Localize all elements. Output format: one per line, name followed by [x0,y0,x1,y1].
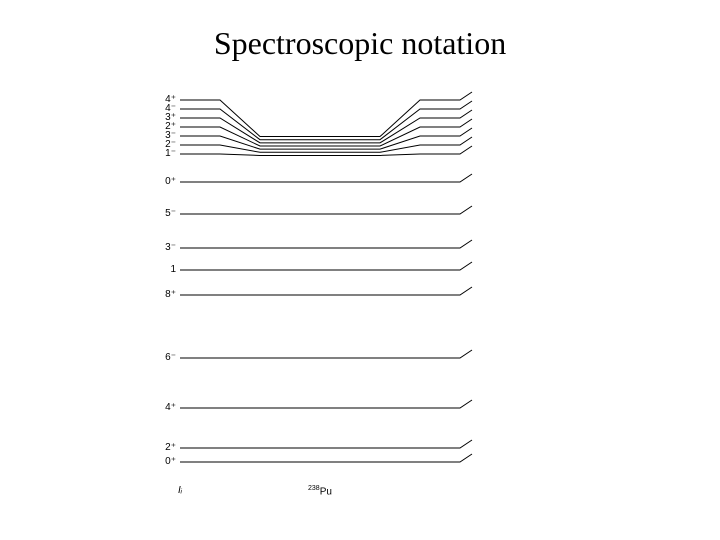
level-label: 6⁻ [154,352,176,363]
level-label: 8⁺ [154,289,176,300]
level-label: 5⁻ [154,208,176,219]
level-label: 1⁻ [154,148,176,159]
level-label: 1 [154,264,176,275]
level-label: 4⁺ [154,402,176,413]
page-title: Spectroscopic notation [0,25,720,62]
axis-label: Iᵢ [178,485,182,496]
level-label: 0⁺ [154,456,176,467]
level-label: 2⁺ [154,442,176,453]
nuclide-label: 238Pu [308,485,332,497]
level-label: 3⁻ [154,242,176,253]
level-svg [140,90,560,510]
level-label: 0⁺ [154,176,176,187]
level-diagram: 0⁺5⁻3⁻18⁺6⁻4⁺2⁺0⁺4⁺4⁻3⁺2⁺3⁻2⁻1⁻Iᵢ238Pu [140,90,560,510]
